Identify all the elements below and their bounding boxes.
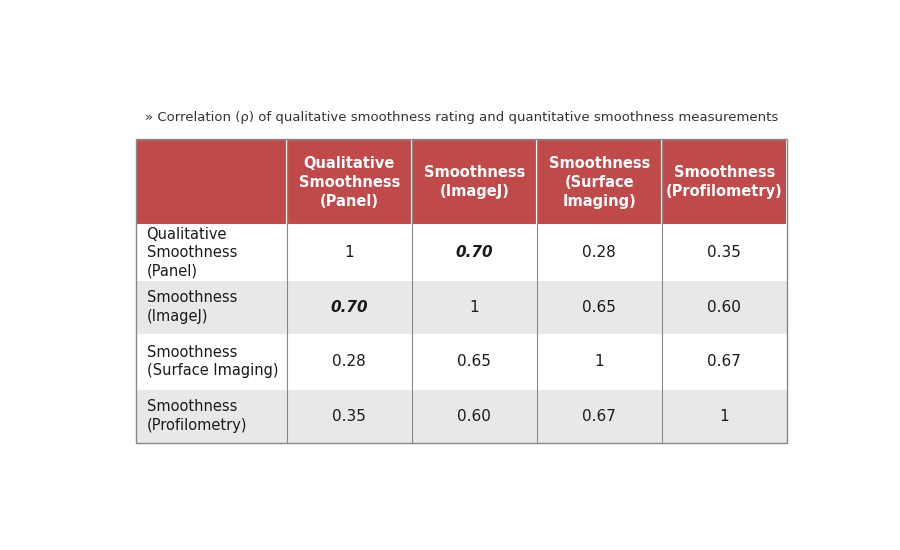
Text: Smoothness
(Profilometry): Smoothness (Profilometry) — [666, 165, 783, 199]
Bar — [136, 280, 287, 334]
Bar — [412, 389, 536, 443]
Bar — [662, 226, 787, 280]
Bar — [136, 389, 287, 443]
Bar — [412, 139, 536, 226]
Bar — [287, 389, 412, 443]
Bar — [136, 139, 287, 226]
Text: 0.60: 0.60 — [707, 300, 742, 315]
Text: 0.67: 0.67 — [582, 409, 617, 424]
Bar — [287, 139, 412, 226]
Bar — [412, 334, 536, 389]
Text: Qualitative
Smoothness
(Panel): Qualitative Smoothness (Panel) — [299, 156, 400, 209]
Bar — [287, 334, 412, 389]
Bar — [662, 389, 787, 443]
Text: 0.70: 0.70 — [330, 300, 368, 315]
Text: 1: 1 — [345, 245, 355, 260]
Text: 1: 1 — [595, 354, 604, 369]
Bar — [536, 280, 662, 334]
Bar — [136, 334, 287, 389]
Text: 0.65: 0.65 — [457, 354, 491, 369]
Text: Smoothness
(Profilometry): Smoothness (Profilometry) — [147, 399, 248, 433]
Bar — [536, 139, 662, 226]
Text: 0.70: 0.70 — [455, 245, 493, 260]
Bar — [662, 139, 787, 226]
Bar — [287, 280, 412, 334]
Bar — [536, 334, 662, 389]
Text: 0.28: 0.28 — [582, 245, 617, 260]
Text: Smoothness
(ImageJ): Smoothness (ImageJ) — [424, 165, 525, 199]
Text: 1: 1 — [470, 300, 479, 315]
Text: 1: 1 — [719, 409, 729, 424]
Bar — [662, 280, 787, 334]
Bar — [412, 280, 536, 334]
Bar — [662, 334, 787, 389]
Bar — [287, 226, 412, 280]
Bar — [412, 226, 536, 280]
Bar — [136, 226, 287, 280]
Text: Qualitative
Smoothness
(Panel): Qualitative Smoothness (Panel) — [147, 227, 237, 279]
Text: 0.28: 0.28 — [332, 354, 366, 369]
Bar — [536, 226, 662, 280]
Text: 0.67: 0.67 — [707, 354, 742, 369]
Text: 0.35: 0.35 — [332, 409, 366, 424]
Text: 0.65: 0.65 — [582, 300, 617, 315]
Text: Smoothness
(Surface Imaging): Smoothness (Surface Imaging) — [147, 345, 278, 378]
Text: » Correlation (ρ) of qualitative smoothness rating and quantitative smoothness m: » Correlation (ρ) of qualitative smoothn… — [145, 111, 778, 124]
Bar — [536, 389, 662, 443]
Text: Smoothness
(ImageJ): Smoothness (ImageJ) — [147, 290, 237, 324]
Text: Smoothness
(Surface
Imaging): Smoothness (Surface Imaging) — [549, 156, 650, 209]
Bar — [136, 139, 787, 443]
Text: 0.60: 0.60 — [457, 409, 491, 424]
Text: 0.35: 0.35 — [707, 245, 742, 260]
